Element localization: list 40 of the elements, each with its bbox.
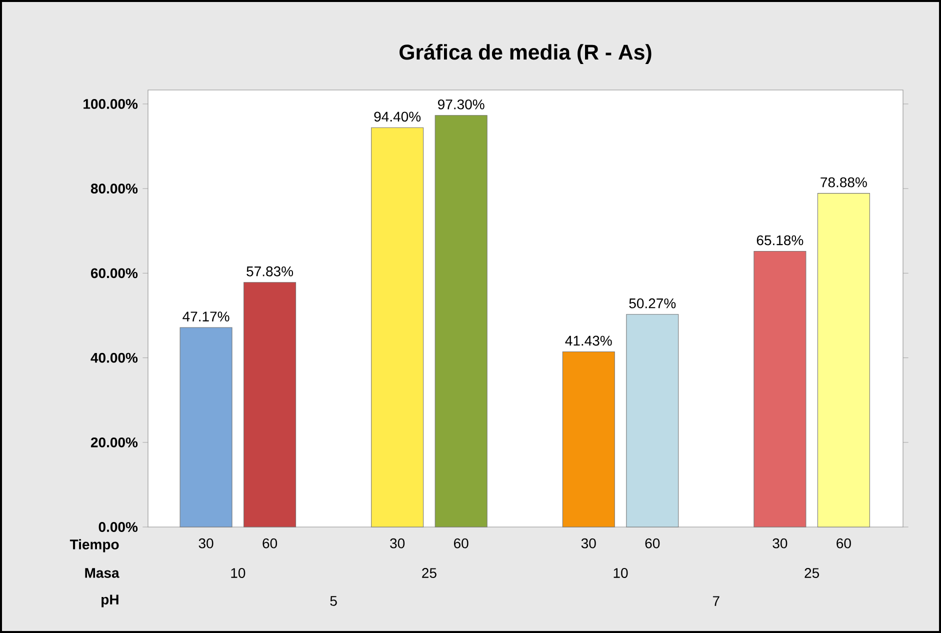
- chart-title: Gráfica de media (R - As): [400, 44, 652, 64]
- x-tick-label: 60: [645, 538, 660, 548]
- text: 7: [712, 596, 720, 606]
- text: 10: [231, 568, 246, 578]
- y-tick-label: 40.00%: [90, 352, 138, 363]
- x-axis-title: Tiempo: [70, 539, 119, 552]
- y-tick-label: 20.00%: [90, 437, 138, 448]
- x-tick-label: 60: [454, 538, 468, 548]
- text: 25: [804, 568, 820, 578]
- x-tick-label: 60: [836, 538, 851, 548]
- text: 5: [330, 596, 337, 606]
- text: 25: [422, 568, 436, 578]
- bar: [180, 327, 232, 528]
- x-tick-label: 30: [198, 538, 214, 548]
- bar: [371, 127, 424, 528]
- data-label: 57.83%: [246, 266, 294, 276]
- bar: [434, 115, 488, 528]
- y-tick-label: 100.00%: [84, 99, 138, 109]
- bar: [817, 193, 870, 528]
- text: pH: [102, 594, 118, 608]
- bar: [562, 351, 615, 528]
- y-tick-label: 60.00%: [90, 268, 138, 278]
- data-label: 78.88%: [820, 177, 867, 188]
- data-label: 50.27%: [629, 298, 676, 308]
- text: 10: [614, 568, 628, 578]
- data-label: 65.18%: [756, 235, 804, 246]
- bar: [754, 250, 806, 528]
- data-label: 94.40%: [374, 112, 421, 122]
- x-tick-label: 30: [390, 538, 405, 548]
- data-label: 97.30%: [438, 99, 484, 110]
- data-label: 47.17%: [182, 312, 230, 322]
- bar: [244, 282, 296, 528]
- data-label: 41.43%: [565, 336, 612, 346]
- x-tick-label: 60: [262, 538, 278, 548]
- text: Masa: [85, 568, 120, 578]
- x-tick-label: 30: [772, 538, 788, 548]
- y-tick-label: 0.00%: [98, 522, 138, 532]
- x-tick-label: 30: [581, 538, 596, 548]
- bar: [626, 314, 679, 528]
- y-tick-label: 80.00%: [90, 184, 138, 194]
